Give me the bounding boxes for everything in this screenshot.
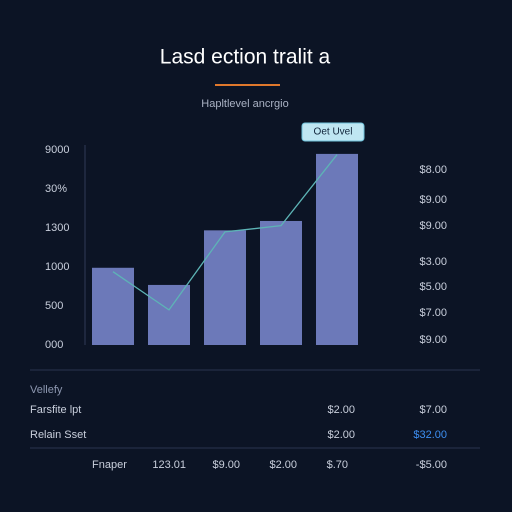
- row-label: Relain Sset: [30, 429, 86, 441]
- right-label: $7.00: [419, 307, 447, 319]
- y-tick-label: 000: [45, 339, 63, 351]
- annotation: Oet Uvel: [314, 127, 353, 138]
- footer-cell: $9.00: [212, 459, 240, 471]
- y-tick-label: 1000: [45, 261, 69, 273]
- right-label: $3.00: [419, 256, 447, 268]
- y-tick-label: 30%: [45, 183, 67, 195]
- annotation-box: [301, 122, 365, 142]
- right-label: $9.00: [419, 220, 447, 232]
- y-tick-label: 500: [45, 300, 63, 312]
- row-value: $2.00: [327, 429, 355, 441]
- footer-cell: $.70: [327, 459, 348, 471]
- bar: [316, 153, 358, 345]
- right-label: $5.00: [419, 281, 447, 293]
- footer-cell: 123.01: [152, 459, 186, 471]
- y-tick-label: 9000: [45, 144, 69, 156]
- panel-heading: Vellefy: [30, 384, 63, 396]
- chart-subtitle: Hapltlevel ancrgio: [201, 98, 288, 110]
- row-label: Farsfite lpt: [30, 404, 81, 416]
- row-value: $32.00: [413, 429, 447, 441]
- right-label: $9.00: [419, 334, 447, 346]
- y-tick-label: 1300: [45, 222, 69, 234]
- trend-line: [112, 154, 338, 311]
- bar: [204, 230, 246, 345]
- row-value: $7.00: [419, 404, 447, 416]
- bar: [92, 267, 134, 345]
- bar: [260, 220, 302, 345]
- right-label: $8.00: [419, 164, 447, 176]
- chart-title: Lasd ection tralit a: [160, 46, 331, 69]
- bar: [148, 284, 190, 345]
- row-value: $2.00: [327, 404, 355, 416]
- right-label: $9.00: [419, 194, 447, 206]
- footer-cell: Fnaper: [92, 459, 127, 471]
- footer-cell: -$5.00: [416, 459, 447, 471]
- footer-cell: $2.00: [269, 459, 297, 471]
